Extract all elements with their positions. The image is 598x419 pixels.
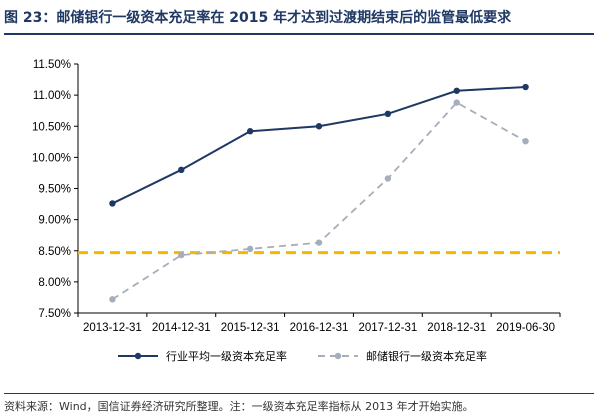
x-tick-label: 2017-12-31 [358,322,417,334]
series-2-point [315,239,323,246]
x-tick-label: 2014-12-31 [152,322,211,334]
x-tick-label: 2015-12-31 [221,322,280,334]
series-1-line [111,86,526,205]
y-tick-label: 7.50% [38,308,71,320]
legend-swatch-marker-1 [134,352,142,360]
legend: 行业平均一级资本充足率 邮储银行一级资本充足率 [118,349,487,363]
series-1 [109,83,529,207]
legend-swatch-marker-2 [334,352,342,360]
series-2-point [109,296,116,303]
y-tick-label: 11.50% [33,59,71,71]
series-1-point [453,87,460,94]
series-1-point [315,123,323,130]
series-2-point [522,137,529,145]
series-1-point [178,166,185,174]
series-2-line [111,101,527,301]
legend-label-2: 邮储银行一级资本充足率 [366,349,487,363]
y-tick-label: 8.00% [38,277,71,289]
figure-title: 图 23：邮储银行一级资本充足率在 2015 年才达到过渡期结束后的监管最低要求 [4,10,512,26]
series-group [109,83,529,303]
series-1-point [384,110,392,118]
y-tick-label: 10.50% [32,121,71,133]
y-tick-label: 8.50% [38,246,71,258]
y-tick-label: 11.00% [33,90,71,102]
series-2 [109,99,529,303]
series-2-point [246,245,254,253]
y-tick-label: 10.00% [32,152,71,164]
legend-label-1: 行业平均一级资本充足率 [166,349,287,363]
series-1-point [522,83,529,91]
series-2-point [178,251,185,259]
series-2-point [453,99,460,106]
line-chart: 11.50% 11.00% 10.50% 10.00% 9.50% 9.00% 8.50% 8… [32,59,561,363]
x-tick-label: 2018-12-31 [427,322,486,334]
x-tick-label: 2013-12-31 [83,322,142,334]
source-note: 资料来源：Wind，国信证券经济研究所整理。注：一级资本充足率指标从 2013 … [4,400,474,413]
series-1-point [246,128,254,135]
footer-rule [4,393,594,394]
y-tick-label: 9.50% [38,184,71,196]
series-1-point [109,200,116,207]
y-tick-label: 9.00% [38,215,71,227]
chart-axes [77,64,560,314]
series-2-point [384,175,392,182]
x-tick-labels: 2013-12-31 2014-12-31 2015-12-31 2016-12-31… [77,313,561,334]
x-tick-label: 2019-06-30 [496,322,555,334]
title-rule [4,33,594,35]
y-tick-labels: 11.50% 11.00% 10.50% 10.00% 9.50% 9.00% 8.50% 8… [32,59,78,320]
x-tick-label: 2016-12-31 [290,322,349,334]
